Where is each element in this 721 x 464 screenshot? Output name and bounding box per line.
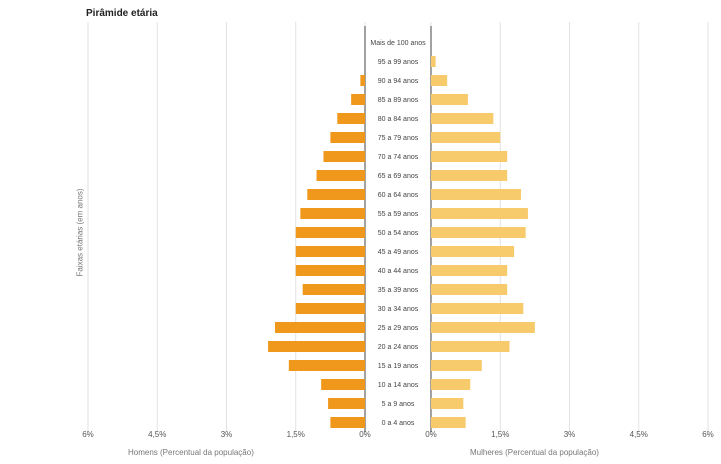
bar-men [351,94,365,105]
chart-title: Pirâmide etária [86,8,158,19]
age-group-label: 15 a 19 anos [378,363,419,370]
bar-men [302,284,365,295]
age-group-label: 60 a 64 anos [378,192,419,199]
x-tick-label-women: 0% [425,430,437,439]
bar-women [431,341,510,352]
bar-women [431,132,501,143]
age-group-label: 65 a 69 anos [378,173,419,180]
bar-women [431,151,508,162]
bar-men [323,151,365,162]
x-tick-label-women: 6% [702,430,714,439]
age-group-label: 90 a 94 anos [378,78,419,85]
age-group-label: 75 a 79 anos [378,135,419,142]
bar-women [431,265,508,276]
bar-men [295,265,365,276]
x-tick-label-men: 3% [221,430,233,439]
bar-men [295,227,365,238]
bar-men [321,379,365,390]
age-group-label: 95 a 99 anos [378,59,419,66]
age-group-label: 25 a 29 anos [378,325,419,332]
bar-men [268,341,365,352]
bar-women [431,246,515,257]
bar-men [330,132,365,143]
age-group-label: 30 a 34 anos [378,306,419,313]
bar-men [328,398,365,409]
age-group-label: 35 a 39 anos [378,287,419,294]
bar-women [431,379,471,390]
age-group-label: 10 a 14 anos [378,382,419,389]
bar-women [431,322,535,333]
bar-men [295,303,365,314]
bar-women [431,56,436,67]
bar-women [431,170,508,181]
bar-women [431,303,524,314]
x-tick-label-women: 4,5% [630,430,648,439]
x-tick-label-women: 1,5% [491,430,509,439]
bar-men [295,246,365,257]
bar-women [431,284,508,295]
bar-women [431,75,448,86]
x-tick-label-women: 3% [564,430,576,439]
bar-women [431,398,464,409]
bar-men [300,208,365,219]
bar-men [274,322,365,333]
age-group-label: 55 a 59 anos [378,211,419,218]
age-group-label: Mais de 100 anos [370,40,426,47]
x-tick-label-men: 6% [82,430,94,439]
age-group-label: 70 a 74 anos [378,154,419,161]
x-tick-label-men: 0% [359,430,371,439]
age-group-label: 85 a 89 anos [378,97,419,104]
bar-men [307,189,365,200]
bar-men [288,360,365,371]
bar-men [316,170,365,181]
bar-men [360,75,365,86]
age-group-label: 20 a 24 anos [378,344,419,351]
bar-women [431,94,468,105]
age-group-label: 50 a 54 anos [378,230,419,237]
x-axis-label-women: Mulheres (Percentual da população) [470,448,599,457]
bar-women [431,227,526,238]
x-axis-label-men: Homens (Percentual da população) [128,448,254,457]
age-group-label: 40 a 44 anos [378,268,419,275]
bar-men [330,417,365,428]
bar-women [431,208,528,219]
age-group-label: 80 a 84 anos [378,116,419,123]
age-group-label: 5 a 9 anos [382,401,415,408]
bar-women [431,189,522,200]
age-group-label: 0 a 4 anos [382,420,415,427]
age-group-label: 45 a 49 anos [378,249,419,256]
bar-men [337,113,365,124]
x-tick-label-men: 4,5% [148,430,166,439]
bar-women [431,113,494,124]
bar-women [431,417,466,428]
bar-women [431,360,482,371]
x-tick-label-men: 1,5% [287,430,305,439]
